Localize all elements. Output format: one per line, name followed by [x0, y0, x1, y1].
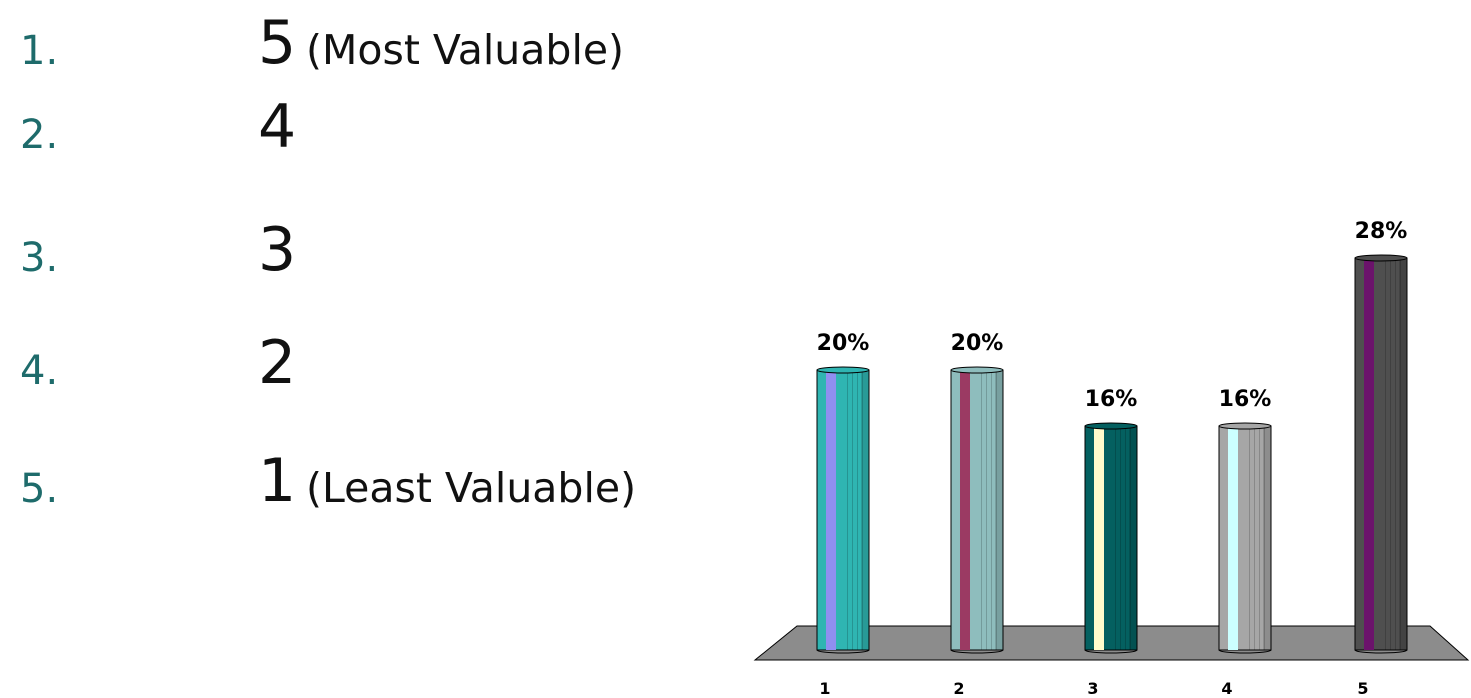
bar-shading [1120, 426, 1121, 650]
option-value: 3 [258, 215, 297, 285]
bar-highlight [1094, 426, 1104, 650]
bar-shading [981, 370, 982, 650]
bar-2 [950, 369, 1004, 651]
option-value: 5 [258, 8, 297, 78]
bar-base [1354, 649, 1408, 654]
bar-shading [986, 370, 987, 650]
bar-shading [1400, 258, 1401, 650]
bar-shading [1399, 258, 1407, 650]
bar-base [950, 649, 1004, 654]
bar-cap [1084, 422, 1138, 430]
bar-highlight [1364, 258, 1374, 650]
option-number: 2. [20, 112, 59, 158]
bar-shading [1254, 426, 1255, 650]
data-label: 20% [817, 331, 870, 356]
option-value: 2 [258, 328, 297, 398]
bar-shading [1263, 426, 1271, 650]
option-number: 1. [20, 28, 59, 74]
x-tick-label: 2 [953, 679, 964, 698]
bar-highlight [960, 370, 970, 650]
bar-shading [995, 370, 1003, 650]
x-tick-label: 1 [819, 679, 830, 698]
x-tick-label: 5 [1357, 679, 1368, 698]
bar-highlight [826, 370, 836, 650]
bar-base [1084, 649, 1138, 654]
bar-shading [847, 370, 848, 650]
bar-cap [1354, 254, 1408, 262]
bar-cap [816, 366, 870, 374]
data-label: 20% [951, 331, 1004, 356]
bar-shading [852, 370, 853, 650]
bar-base [816, 649, 870, 654]
option-number: 4. [20, 348, 59, 394]
option-value: 1 [258, 446, 297, 516]
bar-shading [1385, 258, 1386, 650]
bar-1 [816, 369, 870, 651]
bar-cap [1218, 422, 1272, 430]
option-note: (Most Valuable) [306, 26, 625, 74]
bar-shading [1129, 426, 1137, 650]
option-number: 3. [20, 235, 59, 281]
bar-cap [950, 366, 1004, 374]
bar-base [1218, 649, 1272, 654]
option-number: 5. [20, 466, 59, 512]
bar-shading [1395, 258, 1396, 650]
bar-shading [1264, 426, 1265, 650]
bar-shading [991, 370, 992, 650]
bar-shading [1115, 426, 1116, 650]
data-label: 16% [1219, 387, 1272, 412]
bar-shading [862, 370, 863, 650]
bar-shading [996, 370, 997, 650]
bar-shading [1390, 258, 1391, 650]
data-label: 28% [1355, 219, 1408, 244]
x-tick-label: 3 [1087, 679, 1098, 698]
x-tick-label: 4 [1221, 679, 1232, 698]
bar-shading [857, 370, 858, 650]
option-value: 4 [258, 92, 297, 162]
bar-shading [1125, 426, 1126, 650]
bar-shading [861, 370, 869, 650]
bar-3 [1084, 425, 1138, 651]
bar-shading [1249, 426, 1250, 650]
bar-shading [1130, 426, 1131, 650]
bar-shading [1259, 426, 1260, 650]
data-label: 16% [1085, 387, 1138, 412]
option-note: (Least Valuable) [306, 464, 637, 512]
bar-4 [1218, 425, 1272, 651]
bar-highlight [1228, 426, 1238, 650]
bar-5 [1354, 257, 1408, 651]
